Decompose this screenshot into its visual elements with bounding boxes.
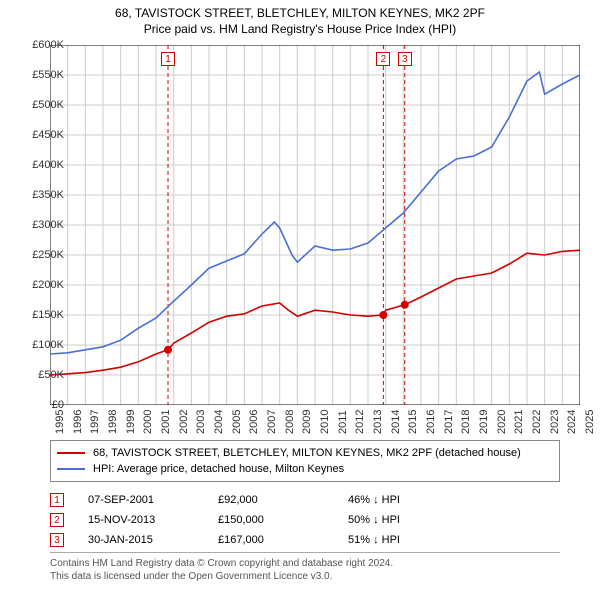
x-tick-label: 2009	[301, 410, 313, 434]
x-tick-label: 1998	[107, 410, 119, 434]
x-tick-label: 1995	[54, 410, 66, 434]
transactions-table: 1 07-SEP-2001 £92,000 46% ↓ HPI 2 15-NOV…	[50, 490, 560, 550]
y-tick-label: £450K	[4, 129, 64, 141]
x-tick-label: 2012	[354, 410, 366, 434]
x-tick-label: 2022	[531, 410, 543, 434]
transaction-price: £167,000	[218, 534, 348, 546]
legend-row-hpi: HPI: Average price, detached house, Milt…	[57, 461, 553, 477]
footer-line1: Contains HM Land Registry data © Crown c…	[50, 557, 560, 570]
footer: Contains HM Land Registry data © Crown c…	[50, 552, 560, 583]
x-tick-label: 1996	[72, 410, 84, 434]
x-tick-label: 2004	[213, 410, 225, 434]
x-tick-label: 1997	[89, 410, 101, 434]
x-tick-label: 2025	[584, 410, 596, 434]
transaction-row: 1 07-SEP-2001 £92,000 46% ↓ HPI	[50, 490, 560, 510]
x-tick-label: 2005	[231, 410, 243, 434]
transaction-price: £150,000	[218, 514, 348, 526]
x-tick-label: 2013	[372, 410, 384, 434]
y-tick-label: £100K	[4, 339, 64, 351]
transaction-date: 15-NOV-2013	[88, 514, 218, 526]
x-tick-label: 2023	[549, 410, 561, 434]
x-tick-label: 2016	[425, 410, 437, 434]
title-line1: 68, TAVISTOCK STREET, BLETCHLEY, MILTON …	[0, 6, 600, 20]
chart-marker-box: 1	[161, 52, 175, 66]
legend: 68, TAVISTOCK STREET, BLETCHLEY, MILTON …	[50, 440, 560, 482]
y-tick-label: £500K	[4, 99, 64, 111]
transaction-num: 2	[50, 513, 64, 527]
title-line2: Price paid vs. HM Land Registry's House …	[0, 22, 600, 36]
x-tick-label: 2002	[178, 410, 190, 434]
legend-label-hpi: HPI: Average price, detached house, Milt…	[93, 463, 344, 475]
transaction-date: 07-SEP-2001	[88, 494, 218, 506]
y-tick-label: £150K	[4, 309, 64, 321]
x-tick-label: 2003	[195, 410, 207, 434]
x-tick-label: 2001	[160, 410, 172, 434]
y-tick-label: £250K	[4, 249, 64, 261]
y-tick-label: £50K	[4, 369, 64, 381]
x-tick-label: 2014	[390, 410, 402, 434]
x-tick-label: 2019	[478, 410, 490, 434]
title-block: 68, TAVISTOCK STREET, BLETCHLEY, MILTON …	[0, 0, 600, 36]
x-tick-label: 2015	[407, 410, 419, 434]
x-tick-label: 2021	[513, 410, 525, 434]
transaction-row: 2 15-NOV-2013 £150,000 50% ↓ HPI	[50, 510, 560, 530]
transaction-delta: 46% ↓ HPI	[348, 494, 468, 506]
y-tick-label: £300K	[4, 219, 64, 231]
x-tick-label: 2024	[566, 410, 578, 434]
y-tick-label: £600K	[4, 39, 64, 51]
transaction-num: 1	[50, 493, 64, 507]
x-tick-label: 2008	[284, 410, 296, 434]
x-tick-label: 2006	[248, 410, 260, 434]
transaction-price: £92,000	[218, 494, 348, 506]
y-tick-label: £550K	[4, 69, 64, 81]
transaction-num: 3	[50, 533, 64, 547]
chart-marker-box: 3	[398, 52, 412, 66]
x-tick-label: 2011	[337, 410, 349, 434]
line-chart	[50, 45, 580, 405]
x-tick-label: 2000	[142, 410, 154, 434]
x-tick-label: 2007	[266, 410, 278, 434]
transaction-date: 30-JAN-2015	[88, 534, 218, 546]
x-tick-label: 1999	[125, 410, 137, 434]
x-tick-label: 2018	[460, 410, 472, 434]
y-tick-label: £400K	[4, 159, 64, 171]
x-tick-label: 2010	[319, 410, 331, 434]
y-tick-label: £350K	[4, 189, 64, 201]
legend-swatch-property	[57, 452, 85, 454]
transaction-delta: 51% ↓ HPI	[348, 534, 468, 546]
footer-line2: This data is licensed under the Open Gov…	[50, 570, 560, 583]
y-tick-label: £200K	[4, 279, 64, 291]
x-tick-label: 2017	[443, 410, 455, 434]
transaction-delta: 50% ↓ HPI	[348, 514, 468, 526]
legend-label-property: 68, TAVISTOCK STREET, BLETCHLEY, MILTON …	[93, 447, 521, 459]
chart-container: 68, TAVISTOCK STREET, BLETCHLEY, MILTON …	[0, 0, 600, 590]
transaction-row: 3 30-JAN-2015 £167,000 51% ↓ HPI	[50, 530, 560, 550]
legend-swatch-hpi	[57, 468, 85, 470]
legend-row-property: 68, TAVISTOCK STREET, BLETCHLEY, MILTON …	[57, 445, 553, 461]
chart-marker-box: 2	[376, 52, 390, 66]
x-tick-label: 2020	[496, 410, 508, 434]
